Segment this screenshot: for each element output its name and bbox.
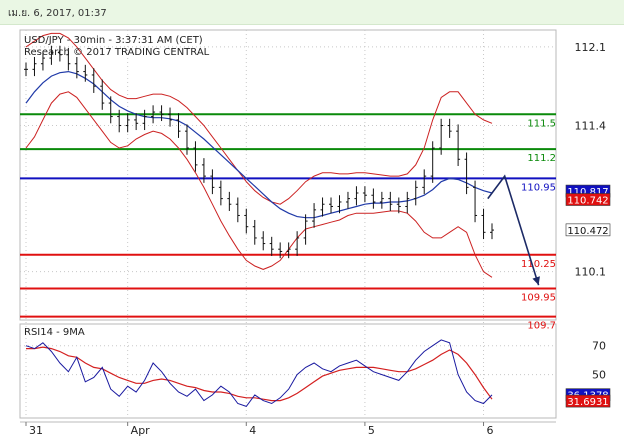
forecast-line [487,174,540,286]
level-label: 111.2 [527,153,556,164]
rsi-ma-line [26,346,493,402]
forecast-arrow [487,174,540,286]
rsi-tick-label: 50 [592,369,606,382]
rsi-line [25,339,493,407]
price-tag-label: 110.817 [567,187,608,198]
timestamp: เม.ย. 6, 2017, 01:37 [8,8,107,19]
price-tag-box [565,394,611,408]
y-tick-label: 111.4 [575,120,607,133]
level-label: 110.95 [521,182,556,193]
rsi-plot-frame [19,323,557,419]
x-tick-label: 6 [487,424,494,437]
bollinger-bands [25,32,493,278]
main-plot-frame [19,29,557,321]
level-label: 110.25 [521,259,556,270]
axis-labels: 31 Apr 4 5 6 112.1 111.4 110.1 70 50 [25,41,607,437]
level-label: 111.5 [527,118,556,129]
level-label: 109.7 [527,321,556,332]
y-tick-label: 110.1 [575,266,607,279]
toolbar: เม.ย. 6, 2017, 01:37 [0,0,624,25]
chart-title: USD/JPY - 30min - 3:37:31 AM (CET) [24,35,203,46]
price-tag-box [565,223,611,237]
x-tick-label: 31 [29,424,43,437]
x-tick-label: Apr [131,424,151,437]
level-label: 109.95 [521,293,556,304]
rsi-tick-label: 70 [592,340,606,353]
rsi-title: RSI14 - 9MA [24,327,85,338]
support-resistance-levels: 111.5 111.2 110.95 110.25 109.95 109.7 [20,113,556,332]
forecast-arrowhead [532,276,540,286]
x-tick-label: 4 [249,424,256,437]
rsi-lines [25,339,493,407]
horizontal-gridlines [20,46,556,376]
upper-band-line [25,32,493,205]
x-tick-label: 5 [368,424,375,437]
price-tag-label: 110.742 [567,196,608,207]
price-bars [24,45,494,259]
chart-panel[interactable]: 111.5 111.2 110.95 110.25 109.95 109.7 31 Apr 4… [0,24,624,448]
y-tick-label: 112.1 [575,41,607,54]
price-tag-label: 31.6931 [567,397,608,408]
price-tag-box [565,193,611,206]
price-tag-label: 110.472 [567,226,608,237]
chart-subtitle: Research © 2017 TRADING CENTRAL [24,47,210,58]
lower-band-line [25,91,493,278]
moving-average-line [25,70,493,219]
vertical-gridlines [25,30,485,418]
